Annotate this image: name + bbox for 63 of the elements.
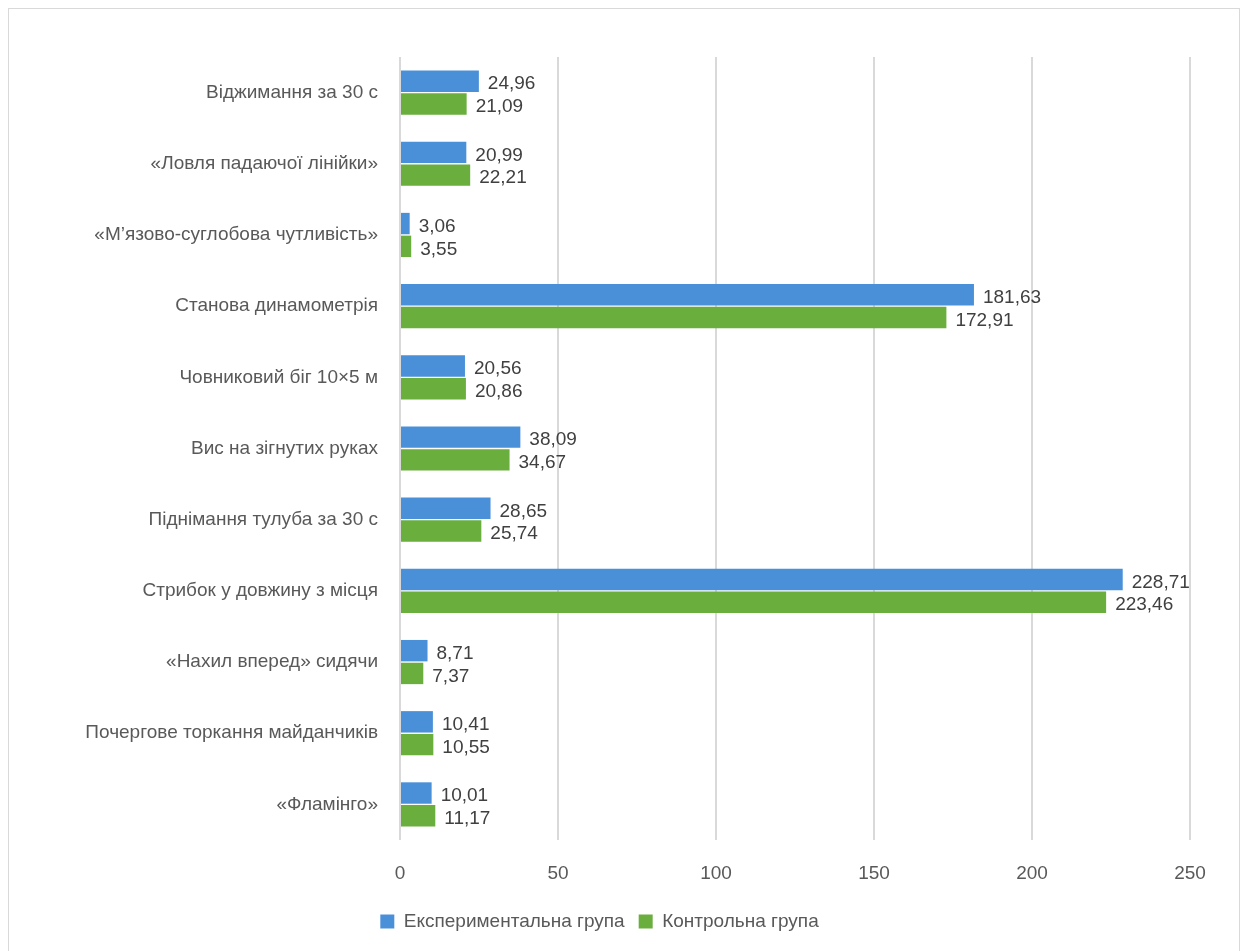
- bar: [401, 568, 1123, 591]
- data-label: 223,46: [1115, 593, 1174, 615]
- bar: [401, 497, 491, 519]
- data-label: 228,71: [1131, 570, 1190, 592]
- x-tick-label: 0: [394, 861, 406, 883]
- data-label: 172,91: [955, 308, 1014, 330]
- data-label: 3,55: [420, 237, 458, 259]
- data-label: 3,06: [418, 214, 456, 236]
- bar: [401, 782, 432, 804]
- data-label: 28,65: [499, 499, 548, 521]
- x-tick-label: 50: [547, 861, 569, 883]
- bar: [401, 164, 471, 186]
- data-label: 7,37: [432, 664, 470, 686]
- bar: [401, 355, 465, 377]
- bar: [401, 805, 436, 827]
- data-label: 8,71: [436, 641, 474, 663]
- y-tick-label: Човниковий біг 10×5 м: [179, 365, 378, 387]
- y-tick-label: Вис на зігнутих руках: [190, 436, 379, 458]
- data-label: 20,56: [473, 357, 522, 379]
- data-label: 10,55: [442, 735, 490, 757]
- bar: [401, 520, 482, 542]
- bar: [401, 93, 467, 115]
- data-label: 10,01: [440, 784, 489, 806]
- bar: [401, 284, 974, 306]
- y-tick-label: Стрибок у довжину з місця: [142, 579, 378, 601]
- y-tick-label: Почергове торкання майданчиків: [85, 721, 378, 743]
- data-label: 24,96: [487, 72, 536, 94]
- bar: [401, 141, 467, 164]
- x-tick-label: 200: [1016, 861, 1048, 883]
- bar: [401, 449, 510, 471]
- bar: [401, 378, 466, 400]
- x-tick-label: 100: [700, 861, 732, 883]
- data-label: 34,67: [518, 451, 567, 473]
- x-tick-label: 250: [1174, 861, 1206, 883]
- bar: [401, 426, 521, 448]
- data-label: 25,74: [490, 522, 539, 544]
- y-tick-label: Станова динамометрія: [175, 294, 378, 316]
- x-tick-label: 150: [858, 861, 890, 883]
- bar: [401, 212, 410, 235]
- data-label: 181,63: [982, 285, 1042, 307]
- bar: [401, 711, 433, 733]
- bar: [401, 306, 947, 329]
- y-tick-label: Віджимання за 30 с: [206, 80, 378, 102]
- y-tick-label: «Нахил вперед» сидячи: [166, 650, 378, 672]
- legend-label: Контрольна група: [662, 909, 820, 931]
- data-label: 38,09: [529, 428, 577, 450]
- legend-label: Експериментальна група: [403, 909, 626, 931]
- data-label: 11,17: [444, 807, 491, 829]
- y-tick-label: «М’язово-суглобова чутливість»: [94, 223, 378, 245]
- bar: [401, 591, 1107, 613]
- data-label: 20,99: [475, 143, 523, 165]
- bar: [401, 639, 428, 662]
- bar: [401, 662, 424, 685]
- bar: [401, 235, 412, 258]
- y-tick-label: «Фламінго»: [276, 792, 378, 814]
- y-tick-label: «Ловля падаючої лінійки»: [150, 152, 378, 174]
- data-label: 10,41: [441, 713, 490, 735]
- data-label: 22,21: [479, 166, 527, 188]
- data-label: 21,09: [475, 95, 524, 117]
- data-label: 20,86: [474, 379, 523, 401]
- y-tick-label: Піднімання тулуба за 30 с: [148, 507, 378, 529]
- bar: [401, 733, 434, 756]
- bar: [401, 70, 479, 92]
